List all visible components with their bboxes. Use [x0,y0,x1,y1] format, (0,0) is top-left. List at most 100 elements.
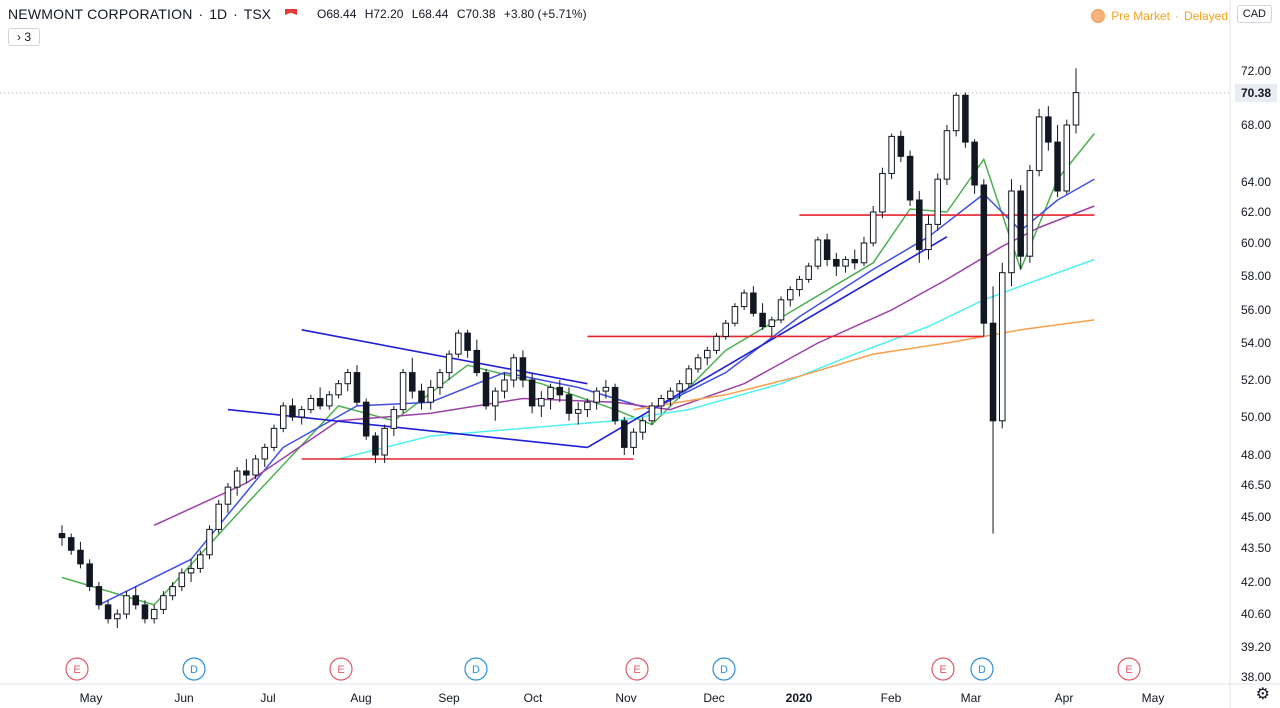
dividend-event-icon[interactable]: D [464,657,488,681]
candle-body [372,435,379,456]
candle [768,316,776,337]
x-tick-label: May [80,691,103,705]
candle-body [833,259,840,267]
candle-body [353,372,361,403]
ema-blue-line [98,178,1095,606]
candle-body [584,401,591,411]
candle-body [104,604,112,620]
currency-badge[interactable]: CAD [1236,5,1272,23]
x-tick-label: Nov [615,691,636,705]
interval-label[interactable]: 1D [209,6,228,22]
candle [243,459,250,483]
candle [814,236,822,270]
dividend-event-icon[interactable]: D [182,657,206,681]
candle [916,191,923,263]
x-tick-label: 2020 [786,691,813,705]
candle-body [823,239,831,260]
candle-body [980,184,988,324]
x-tick-label: Aug [350,691,371,705]
candle-body [409,372,416,392]
event-circle [931,657,955,681]
y-tick-label: 43.50 [1241,541,1271,555]
candle [998,262,1006,429]
candle-body [215,503,222,530]
candle [160,591,167,614]
candle-body [547,386,554,399]
candle [823,233,831,267]
gear-icon[interactable]: ⚙ [1255,686,1270,703]
market-status-label: Pre Market [1111,9,1170,23]
event-circle [712,657,736,681]
earnings-event-icon[interactable]: E [329,657,353,681]
candle-body [362,401,370,437]
candle [418,383,425,410]
candle-body [399,372,407,411]
candle-body [648,405,656,422]
candle [298,405,305,425]
earnings-event-icon[interactable]: E [65,657,89,681]
candle-body [344,372,352,385]
candle [123,591,130,619]
trend-line[interactable] [227,408,588,449]
candle [639,417,647,440]
candle-body [888,135,895,174]
candle [353,365,361,406]
candle [611,383,619,425]
candle-body [445,353,453,374]
candle-body [326,394,333,407]
candle [150,604,158,624]
header-dot: · [1174,9,1179,23]
indicators-toggle-button[interactable]: › 3 [8,28,40,46]
candle [289,398,296,421]
candle-body [1035,116,1043,172]
x-tick-label: Jul [260,691,275,705]
y-tick-label: 64.00 [1241,175,1271,189]
candle [593,387,600,410]
candle [104,600,112,624]
earnings-event-icon[interactable]: E [625,657,649,681]
trend-line[interactable] [587,236,948,449]
candle-body [639,420,647,433]
candle-body [556,386,564,396]
candle-body [962,94,969,143]
candle [86,559,93,592]
symbol-name[interactable]: NEWMONT CORPORATION [8,6,193,22]
candle-body [1026,170,1034,257]
candle-body [989,322,997,422]
candle [252,455,259,479]
dividend-event-icon[interactable]: D [712,657,736,681]
earnings-event-icon[interactable]: E [1117,657,1141,681]
candle-body [574,409,582,414]
candle [676,380,683,399]
event-label: D [720,664,728,676]
candle [381,424,388,463]
market-status: Pre Market · Delayed [1091,9,1228,23]
y-tick-label: 40.60 [1241,607,1271,621]
candle-body [482,372,490,407]
candle-body [952,94,960,132]
candle [132,586,140,610]
candle-body [114,613,121,620]
event-label: E [337,664,344,676]
candle [335,380,342,399]
candle-body [197,554,204,569]
earnings-event-icon[interactable]: E [931,657,955,681]
trend-line[interactable] [301,329,588,385]
dividend-event-icon[interactable]: D [970,657,994,681]
y-tick-label: 38.00 [1241,670,1271,684]
candle [879,167,886,219]
candle [777,296,785,324]
event-circle [329,657,353,681]
candle-body [538,398,545,407]
candle [399,368,407,414]
x-tick-label: Oct [524,691,543,705]
candle [501,372,508,399]
candle-body [298,409,305,418]
candle [538,391,545,417]
symbol-header[interactable]: NEWMONT CORPORATION · 1D · TSX O68.44 H7… [8,6,592,22]
candle [224,483,232,513]
exchange-label: TSX [243,6,271,22]
candle-body [906,155,914,201]
candle-body [998,272,1006,422]
